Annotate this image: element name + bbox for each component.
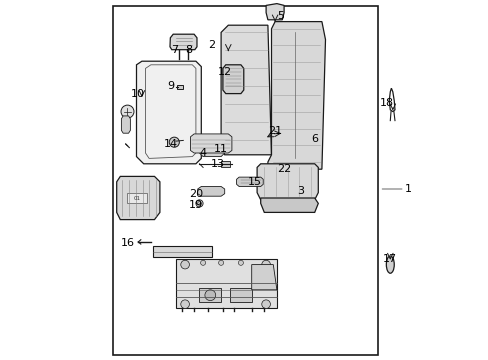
Circle shape	[200, 260, 205, 265]
Text: 20: 20	[188, 189, 203, 199]
Circle shape	[218, 260, 223, 265]
Text: 21: 21	[267, 126, 282, 136]
Text: 10: 10	[131, 89, 145, 99]
Ellipse shape	[386, 256, 393, 273]
Bar	[230, 288, 251, 302]
Text: 01: 01	[134, 196, 141, 201]
Text: 2: 2	[208, 40, 215, 50]
Text: 18: 18	[379, 98, 393, 108]
Polygon shape	[251, 265, 276, 290]
Polygon shape	[190, 134, 231, 153]
Text: 22: 22	[276, 164, 291, 174]
Circle shape	[238, 260, 243, 265]
Polygon shape	[260, 198, 318, 212]
Circle shape	[181, 260, 189, 269]
Text: 13: 13	[210, 159, 224, 169]
Circle shape	[196, 200, 203, 207]
Polygon shape	[121, 116, 130, 133]
Bar	[177, 85, 183, 89]
Polygon shape	[221, 25, 271, 155]
Text: 3: 3	[296, 186, 303, 196]
Bar	[199, 288, 221, 302]
Polygon shape	[117, 176, 160, 220]
Text: 6: 6	[310, 134, 318, 144]
Text: 16: 16	[120, 238, 134, 248]
Circle shape	[261, 300, 270, 309]
Text: 7: 7	[170, 45, 178, 55]
Text: 19: 19	[188, 200, 203, 210]
Bar	[127, 193, 147, 203]
Circle shape	[169, 137, 179, 147]
Polygon shape	[197, 186, 224, 196]
Polygon shape	[136, 61, 201, 164]
Text: 1: 1	[404, 184, 411, 194]
Circle shape	[121, 105, 134, 118]
Polygon shape	[257, 164, 318, 200]
Bar	[176, 259, 276, 308]
Polygon shape	[223, 65, 244, 94]
Text: 4: 4	[199, 148, 206, 158]
Polygon shape	[265, 4, 284, 20]
Polygon shape	[199, 142, 224, 157]
Text: 9: 9	[167, 81, 174, 91]
Circle shape	[181, 300, 189, 309]
Circle shape	[261, 260, 270, 269]
Polygon shape	[267, 22, 325, 169]
Text: 8: 8	[185, 45, 192, 55]
Polygon shape	[236, 177, 263, 186]
Text: 5: 5	[276, 11, 284, 21]
Text: 14: 14	[163, 139, 178, 149]
Polygon shape	[170, 34, 197, 50]
Text: 17: 17	[383, 254, 397, 264]
Bar	[221, 161, 230, 167]
Text: 12: 12	[217, 67, 231, 77]
Bar	[152, 246, 212, 257]
Bar	[113, 6, 377, 355]
Text: 11: 11	[214, 144, 227, 154]
Text: 15: 15	[248, 177, 262, 187]
Circle shape	[204, 290, 215, 301]
